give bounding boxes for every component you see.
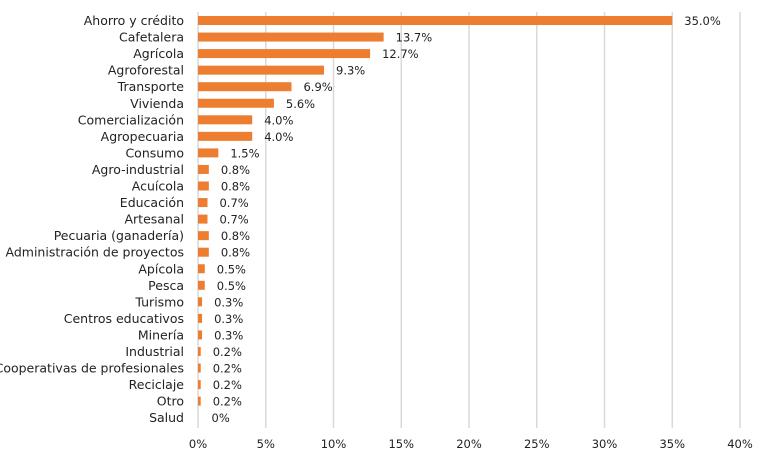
bar <box>198 82 292 92</box>
bar <box>198 247 209 257</box>
x-tick-label: 25% <box>524 437 550 451</box>
x-tick-label: 40% <box>727 437 753 451</box>
bar <box>198 264 205 274</box>
category-label: Agroforestal <box>108 63 184 78</box>
data-label: 0.3% <box>214 328 243 342</box>
bar <box>198 16 673 25</box>
bar <box>198 131 253 141</box>
data-label: 0% <box>212 411 230 425</box>
bar <box>198 65 325 75</box>
category-label: Cafetalera <box>119 30 184 45</box>
data-labels: 35.0% 13.7% 12.7% 9.3% 6.9% 5.6% 4.0% 4.0% 1.5% 0… <box>212 14 721 425</box>
data-label: 12.7% <box>382 47 419 61</box>
bar <box>198 164 209 174</box>
gridlines <box>197 12 741 428</box>
category-label: Otro <box>157 394 184 409</box>
category-label: Reciclaje <box>129 377 185 392</box>
x-tick-label: 30% <box>592 437 618 451</box>
bar <box>198 297 203 307</box>
category-label: Apícola <box>138 261 184 276</box>
bar <box>198 148 219 158</box>
data-label: 6.9% <box>303 80 332 94</box>
x-tick-label: 35% <box>659 437 685 451</box>
category-label: Comercialización <box>78 112 184 127</box>
bar <box>198 280 205 290</box>
data-label: 35.0% <box>684 14 721 28</box>
bar <box>198 198 208 208</box>
data-label: 5.6% <box>286 97 315 111</box>
data-label: 0.2% <box>213 362 242 376</box>
data-label: 0.2% <box>213 395 242 409</box>
data-label: 0.8% <box>221 180 250 194</box>
bar <box>198 380 201 390</box>
category-label: Vivienda <box>130 96 184 111</box>
category-label: Pesca <box>148 278 184 293</box>
category-label: Cooperativas de profesionales <box>0 361 184 376</box>
category-label: Centros educativos <box>64 311 184 326</box>
x-tick-label: 20% <box>456 437 482 451</box>
data-label: 0.5% <box>217 262 246 276</box>
category-label: Minería <box>138 327 184 342</box>
bar <box>198 98 274 108</box>
bar <box>198 49 371 59</box>
data-label: 0.3% <box>214 295 243 309</box>
bar <box>198 330 203 340</box>
category-label: Ahorro y crédito <box>84 13 184 28</box>
x-tick-label: 5% <box>257 437 275 451</box>
category-label: Pecuaria (ganadería) <box>54 228 184 243</box>
category-label: Consumo <box>125 145 184 160</box>
data-label: 0.2% <box>213 378 242 392</box>
bars <box>198 16 673 406</box>
x-axis-tick-labels: 0% 5% 10% 15% 20% 25% 30% 35% 40% <box>189 437 753 451</box>
x-tick-label: 15% <box>388 437 414 451</box>
category-label: Educación <box>120 195 184 210</box>
data-label: 0.5% <box>217 279 246 293</box>
data-label: 0.8% <box>221 229 250 243</box>
bar <box>198 313 203 323</box>
category-label: Industrial <box>125 344 184 359</box>
data-label: 0.7% <box>219 196 248 210</box>
data-label: 0.8% <box>221 246 250 260</box>
x-tick-label: 10% <box>321 437 347 451</box>
category-label: Turismo <box>134 294 184 309</box>
category-label: Administración de proyectos <box>6 245 184 260</box>
category-label: Agropecuaria <box>101 129 184 144</box>
data-label: 1.5% <box>230 146 259 160</box>
bar <box>198 347 201 356</box>
data-label: 4.0% <box>264 130 293 144</box>
data-label: 4.0% <box>264 113 293 127</box>
category-label: Agro-industrial <box>92 162 184 177</box>
data-label: 13.7% <box>396 31 433 45</box>
bar <box>198 214 208 224</box>
bar <box>198 181 209 191</box>
data-label: 0.8% <box>221 163 250 177</box>
bar <box>198 363 201 373</box>
category-label: Acuícola <box>132 179 184 194</box>
category-label: Transporte <box>117 79 185 94</box>
bar <box>198 231 209 241</box>
data-label: 0.3% <box>214 312 243 326</box>
category-label: Agrícola <box>133 46 184 61</box>
bar <box>198 115 253 125</box>
bar <box>198 396 201 406</box>
data-label: 0.2% <box>213 345 242 359</box>
bar <box>198 32 384 42</box>
data-label: 9.3% <box>336 64 365 78</box>
category-label: Artesanal <box>124 212 184 227</box>
data-label: 0.7% <box>219 213 248 227</box>
x-tick-label: 0% <box>189 437 207 451</box>
category-label: Salud <box>149 410 184 425</box>
